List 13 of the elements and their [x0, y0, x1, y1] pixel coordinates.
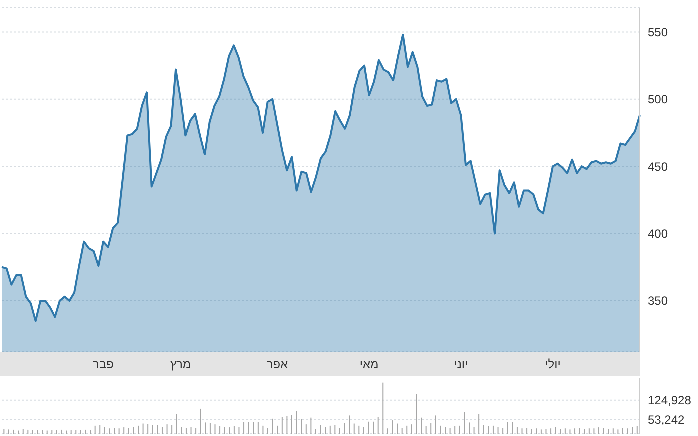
x-tick-label: יולי — [545, 358, 561, 372]
y-tick-label: 53,242 — [648, 412, 686, 427]
x-tick-label: יוני — [454, 358, 468, 372]
x-tick-label: מאי — [360, 358, 379, 372]
y-tick-label: 450 — [648, 160, 668, 174]
x-tick-label: אפר — [266, 358, 289, 372]
y-tick-label: 550 — [648, 25, 668, 40]
x-tick-label: פבר — [93, 358, 114, 372]
x-tick-label: מרץ — [170, 358, 192, 372]
y-tick-label: 124,928 — [648, 394, 692, 408]
y-tick-label: 500 — [648, 92, 668, 107]
y-tick-label: 400 — [648, 227, 668, 242]
y-tick-label: 350 — [648, 294, 668, 308]
